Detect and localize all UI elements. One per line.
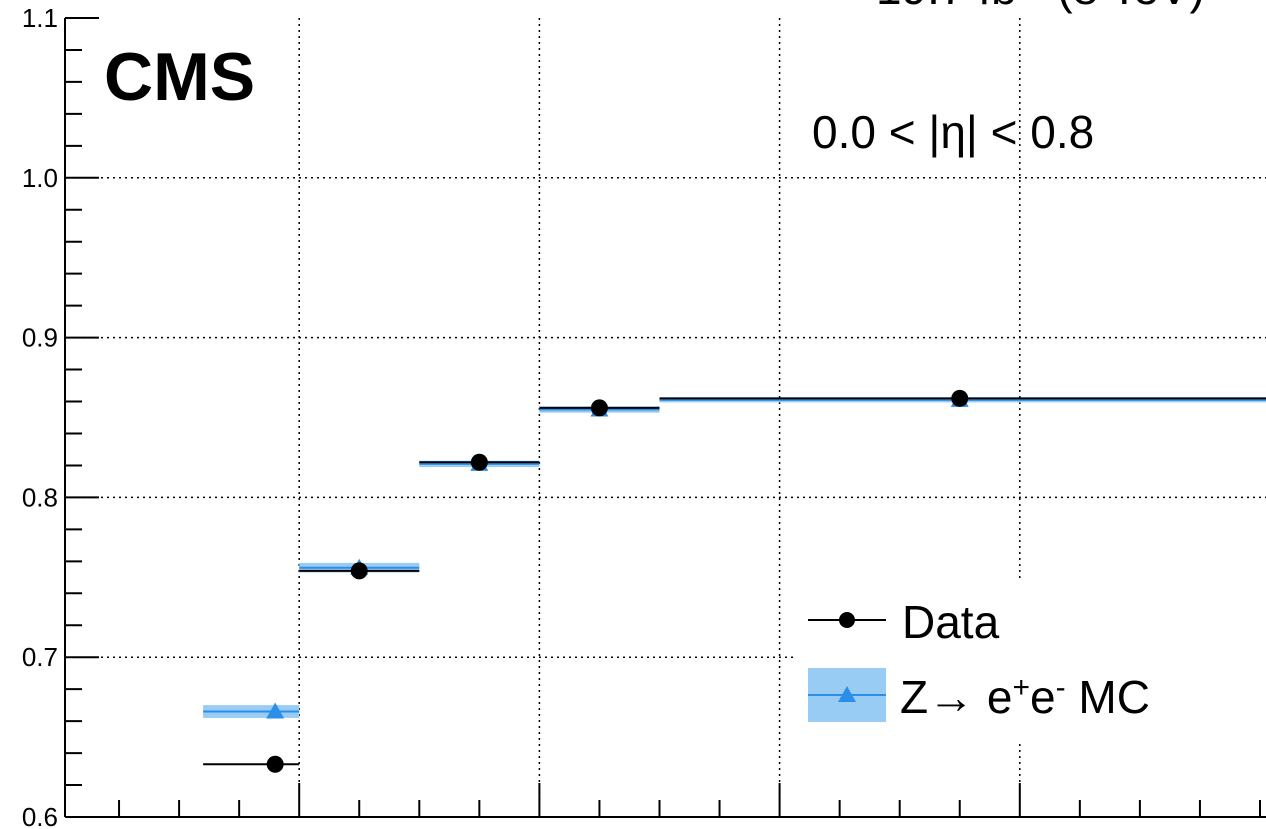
- mc-label-arrow: →: [928, 671, 974, 723]
- legend-data-label: Data: [902, 596, 1000, 648]
- data-point: [590, 399, 608, 417]
- legend-data-marker: [839, 612, 855, 628]
- y-tick-label: 0.9: [22, 323, 58, 353]
- mc-label-tail: MC: [1066, 671, 1150, 723]
- mc-label-sup1: +: [1012, 671, 1030, 704]
- legend-entry-mc: Z→ e+e- MC: [808, 668, 1150, 723]
- legend-entry-data: Data: [808, 596, 1000, 648]
- mc-label-base: Z: [900, 671, 928, 723]
- data-markers: [266, 389, 969, 773]
- experiment-label: CMS: [104, 39, 255, 115]
- mc-label-sup2: -: [1056, 671, 1066, 704]
- y-tick-label: 1.0: [22, 163, 58, 193]
- data-point: [470, 453, 488, 471]
- legend-mc-label: Z→ e+e- MC: [900, 671, 1150, 723]
- mc-label-e1: e: [974, 671, 1012, 723]
- eta-region-label: 0.0 < |η| < 0.8: [812, 106, 1094, 158]
- y-tick-label: 0.6: [22, 802, 58, 829]
- legend-mc-marker: [838, 686, 856, 702]
- y-tick-label: 0.8: [22, 482, 58, 512]
- data-point: [350, 562, 368, 580]
- mc-point: [266, 702, 285, 719]
- luminosity-label: 19.7 fb-1(8 TeV): [876, 0, 1205, 14]
- eta-symbol: η: [940, 106, 966, 158]
- energy-label: (8 TeV): [1057, 0, 1204, 14]
- eta-suffix: | < 0.8: [966, 106, 1094, 158]
- data-point: [951, 389, 969, 407]
- lumi-value: 19.7 fb: [876, 0, 1017, 14]
- mc-label-e2: e: [1030, 671, 1056, 723]
- eta-prefix: 0.0 < |: [812, 106, 940, 158]
- y-tick-label: 0.7: [22, 642, 58, 672]
- grid-layer: [65, 18, 1266, 817]
- x-ticks: [118, 783, 1261, 817]
- legend: Data Z→ e+e- MC: [808, 596, 1150, 723]
- y-tick-label: 1.1: [22, 3, 58, 33]
- data-point: [266, 755, 284, 773]
- y-ticks: 0.6 0.7 0.8 0.9 1.0 1.1: [22, 3, 99, 829]
